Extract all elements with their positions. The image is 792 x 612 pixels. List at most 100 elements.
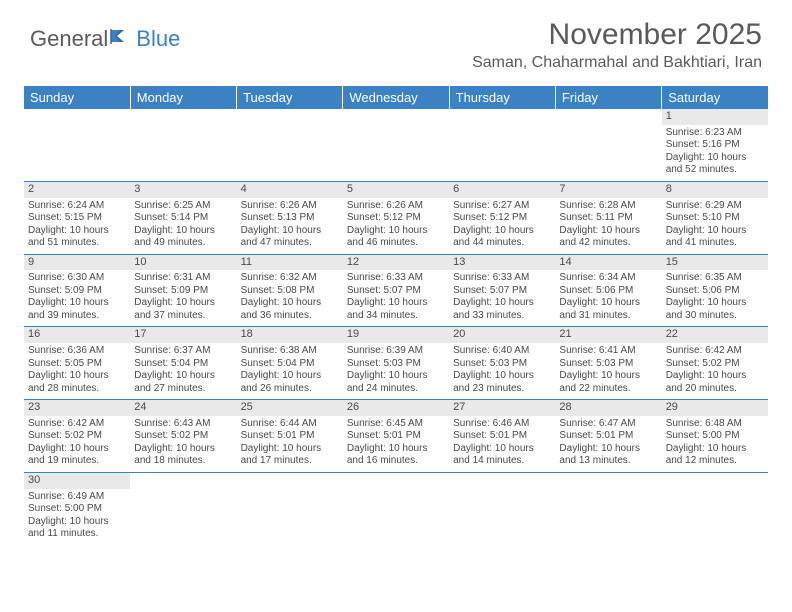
sunset-label: Sunset: 5:03 PM: [347, 358, 445, 371]
sunset-label: Sunset: 5:15 PM: [28, 212, 126, 225]
calendar-row: 2Sunrise: 6:24 AMSunset: 5:15 PMDaylight…: [24, 181, 768, 254]
day-number: 29: [662, 400, 768, 416]
sunset-label: Sunset: 5:08 PM: [241, 285, 339, 298]
sunrise-label: Sunrise: 6:48 AM: [666, 418, 764, 431]
calendar-cell: [24, 109, 130, 181]
sunrise-label: Sunrise: 6:38 AM: [241, 345, 339, 358]
sunset-label: Sunset: 5:04 PM: [134, 358, 232, 371]
sunset-label: Sunset: 5:09 PM: [28, 285, 126, 298]
calendar-cell: [237, 109, 343, 181]
day-number: 17: [130, 327, 236, 343]
calendar-cell: 15Sunrise: 6:35 AMSunset: 5:06 PMDayligh…: [662, 254, 768, 327]
sunset-label: Sunset: 5:16 PM: [666, 139, 764, 152]
day-number: 7: [555, 182, 661, 198]
sunrise-label: Sunrise: 6:26 AM: [347, 200, 445, 213]
sunrise-label: Sunrise: 6:46 AM: [453, 418, 551, 431]
calendar-cell: [449, 472, 555, 544]
calendar-cell: 8Sunrise: 6:29 AMSunset: 5:10 PMDaylight…: [662, 181, 768, 254]
sunset-label: Sunset: 5:01 PM: [241, 430, 339, 443]
day-number: 23: [24, 400, 130, 416]
calendar-cell: [343, 472, 449, 544]
calendar-cell: 21Sunrise: 6:41 AMSunset: 5:03 PMDayligh…: [555, 327, 661, 400]
calendar-cell: 18Sunrise: 6:38 AMSunset: 5:04 PMDayligh…: [237, 327, 343, 400]
sunrise-label: Sunrise: 6:23 AM: [666, 127, 764, 140]
location-label: Saman, Chaharmahal and Bakhtiari, Iran: [472, 54, 762, 72]
daylight-label: Daylight: 10 hours and 22 minutes.: [559, 370, 657, 395]
day-number: 10: [130, 255, 236, 271]
calendar-cell: 20Sunrise: 6:40 AMSunset: 5:03 PMDayligh…: [449, 327, 555, 400]
calendar-cell: 6Sunrise: 6:27 AMSunset: 5:12 PMDaylight…: [449, 181, 555, 254]
calendar-cell: 14Sunrise: 6:34 AMSunset: 5:06 PMDayligh…: [555, 254, 661, 327]
day-number: 8: [662, 182, 768, 198]
daylight-label: Daylight: 10 hours and 27 minutes.: [134, 370, 232, 395]
calendar-cell: [449, 109, 555, 181]
day-number: 19: [343, 327, 449, 343]
daylight-label: Daylight: 10 hours and 19 minutes.: [28, 443, 126, 468]
sunset-label: Sunset: 5:01 PM: [453, 430, 551, 443]
day-number: 30: [24, 473, 130, 489]
day-number: 18: [237, 327, 343, 343]
day-number: 14: [555, 255, 661, 271]
sunrise-label: Sunrise: 6:25 AM: [134, 200, 232, 213]
calendar-cell: 3Sunrise: 6:25 AMSunset: 5:14 PMDaylight…: [130, 181, 236, 254]
sunrise-label: Sunrise: 6:45 AM: [347, 418, 445, 431]
calendar-cell: 12Sunrise: 6:33 AMSunset: 5:07 PMDayligh…: [343, 254, 449, 327]
sunrise-label: Sunrise: 6:47 AM: [559, 418, 657, 431]
calendar-cell: 10Sunrise: 6:31 AMSunset: 5:09 PMDayligh…: [130, 254, 236, 327]
calendar-cell: [343, 109, 449, 181]
daylight-label: Daylight: 10 hours and 13 minutes.: [559, 443, 657, 468]
daylight-label: Daylight: 10 hours and 42 minutes.: [559, 225, 657, 250]
day-header: Sunday: [24, 86, 130, 109]
sunset-label: Sunset: 5:06 PM: [559, 285, 657, 298]
sunset-label: Sunset: 5:09 PM: [134, 285, 232, 298]
sunrise-label: Sunrise: 6:44 AM: [241, 418, 339, 431]
calendar-cell: 27Sunrise: 6:46 AMSunset: 5:01 PMDayligh…: [449, 400, 555, 473]
sunset-label: Sunset: 5:02 PM: [134, 430, 232, 443]
calendar-cell: 25Sunrise: 6:44 AMSunset: 5:01 PMDayligh…: [237, 400, 343, 473]
sunrise-label: Sunrise: 6:42 AM: [28, 418, 126, 431]
sunset-label: Sunset: 5:07 PM: [453, 285, 551, 298]
day-number: 9: [24, 255, 130, 271]
day-number: 27: [449, 400, 555, 416]
calendar-cell: [237, 472, 343, 544]
day-number: 12: [343, 255, 449, 271]
calendar-cell: 23 Sunrise: 6:42 AMSunset: 5:02 PMDayligh…: [24, 400, 130, 473]
calendar-cell: 29Sunrise: 6:48 AMSunset: 5:00 PMDayligh…: [662, 400, 768, 473]
sunset-label: Sunset: 5:10 PM: [666, 212, 764, 225]
sunrise-label: Sunrise: 6:27 AM: [453, 200, 551, 213]
daylight-label: Daylight: 10 hours and 34 minutes.: [347, 297, 445, 322]
sunset-label: Sunset: 5:04 PM: [241, 358, 339, 371]
calendar-row: 30Sunrise: 6:49 AMSunset: 5:00 PMDayligh…: [24, 472, 768, 544]
sunrise-label: Sunrise: 6:24 AM: [28, 200, 126, 213]
calendar-cell: 2Sunrise: 6:24 AMSunset: 5:15 PMDaylight…: [24, 181, 130, 254]
day-header: Tuesday: [237, 86, 343, 109]
sunrise-label: Sunrise: 6:31 AM: [134, 272, 232, 285]
daylight-label: Daylight: 10 hours and 44 minutes.: [453, 225, 551, 250]
calendar-cell: 30Sunrise: 6:49 AMSunset: 5:00 PMDayligh…: [24, 472, 130, 544]
daylight-label: Daylight: 10 hours and 17 minutes.: [241, 443, 339, 468]
sunrise-label: Sunrise: 6:37 AM: [134, 345, 232, 358]
daylight-label: Daylight: 10 hours and 11 minutes.: [28, 516, 126, 541]
calendar-cell: [555, 472, 661, 544]
day-number: 16: [24, 327, 130, 343]
sunrise-label: Sunrise: 6:35 AM: [666, 272, 764, 285]
day-number: 26: [343, 400, 449, 416]
calendar-cell: 19Sunrise: 6:39 AMSunset: 5:03 PMDayligh…: [343, 327, 449, 400]
sunrise-label: Sunrise: 6:33 AM: [347, 272, 445, 285]
day-header: Wednesday: [343, 86, 449, 109]
daylight-label: Daylight: 10 hours and 51 minutes.: [28, 225, 126, 250]
calendar-cell: 9Sunrise: 6:30 AMSunset: 5:09 PMDaylight…: [24, 254, 130, 327]
day-number: 21: [555, 327, 661, 343]
sunset-label: Sunset: 5:13 PM: [241, 212, 339, 225]
daylight-label: Daylight: 10 hours and 36 minutes.: [241, 297, 339, 322]
calendar-row: 23Sunrise: 6:42 AMSunset: 5:02 PMDayligh…: [24, 400, 768, 473]
sunset-label: Sunset: 5:02 PM: [28, 430, 126, 443]
calendar-row: 16Sunrise: 6:36 AMSunset: 5:05 PMDayligh…: [24, 327, 768, 400]
logo-text-blue: Blue: [136, 26, 180, 52]
daylight-label: Daylight: 10 hours and 12 minutes.: [666, 443, 764, 468]
calendar-cell: 16Sunrise: 6:36 AMSunset: 5:05 PMDayligh…: [24, 327, 130, 400]
daylight-label: Daylight: 10 hours and 47 minutes.: [241, 225, 339, 250]
sunset-label: Sunset: 5:01 PM: [347, 430, 445, 443]
daylight-label: Daylight: 10 hours and 28 minutes.: [28, 370, 126, 395]
sunrise-label: Sunrise: 6:28 AM: [559, 200, 657, 213]
